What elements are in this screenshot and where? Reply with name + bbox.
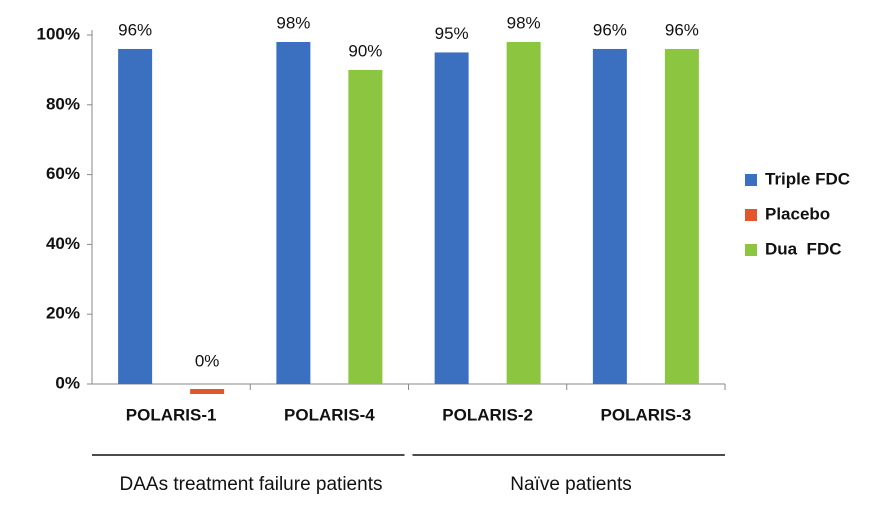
bar xyxy=(190,389,225,394)
x-tick-label: POLARIS-2 xyxy=(442,405,533,424)
bar xyxy=(276,41,311,384)
x-tick-label: POLARIS-1 xyxy=(126,405,217,424)
x-tick-label: POLARIS-3 xyxy=(601,405,692,424)
y-tick-label: 80% xyxy=(46,94,80,113)
value-label: 96% xyxy=(118,20,152,39)
value-label: 96% xyxy=(593,20,627,39)
y-tick-label: 60% xyxy=(46,164,80,183)
value-label: 90% xyxy=(348,41,382,60)
bar xyxy=(664,48,699,385)
legend-swatch xyxy=(745,209,757,221)
value-label: 96% xyxy=(665,20,699,39)
group-label: DAAs treatment failure patients xyxy=(119,474,383,495)
y-tick-label: 40% xyxy=(46,234,80,253)
x-tick-label: POLARIS-4 xyxy=(284,405,375,424)
group-label: Naïve patients xyxy=(510,474,632,495)
value-label: 95% xyxy=(435,24,469,43)
value-label: 0% xyxy=(195,351,220,370)
y-tick-label: 20% xyxy=(46,304,80,323)
bar xyxy=(434,52,469,384)
legend-swatch xyxy=(745,174,757,186)
bar xyxy=(118,48,153,385)
bar xyxy=(592,48,627,385)
bar xyxy=(348,69,383,385)
y-tick-label: 100% xyxy=(37,24,80,43)
y-tick-label: 0% xyxy=(55,373,80,392)
legend-swatch xyxy=(745,244,757,256)
legend-label: Dua FDC xyxy=(765,239,842,258)
legend-label: Placebo xyxy=(765,204,830,223)
legend-label: Triple FDC xyxy=(765,169,850,188)
value-label: 98% xyxy=(507,13,541,32)
bar xyxy=(506,41,541,384)
value-label: 98% xyxy=(276,13,310,32)
